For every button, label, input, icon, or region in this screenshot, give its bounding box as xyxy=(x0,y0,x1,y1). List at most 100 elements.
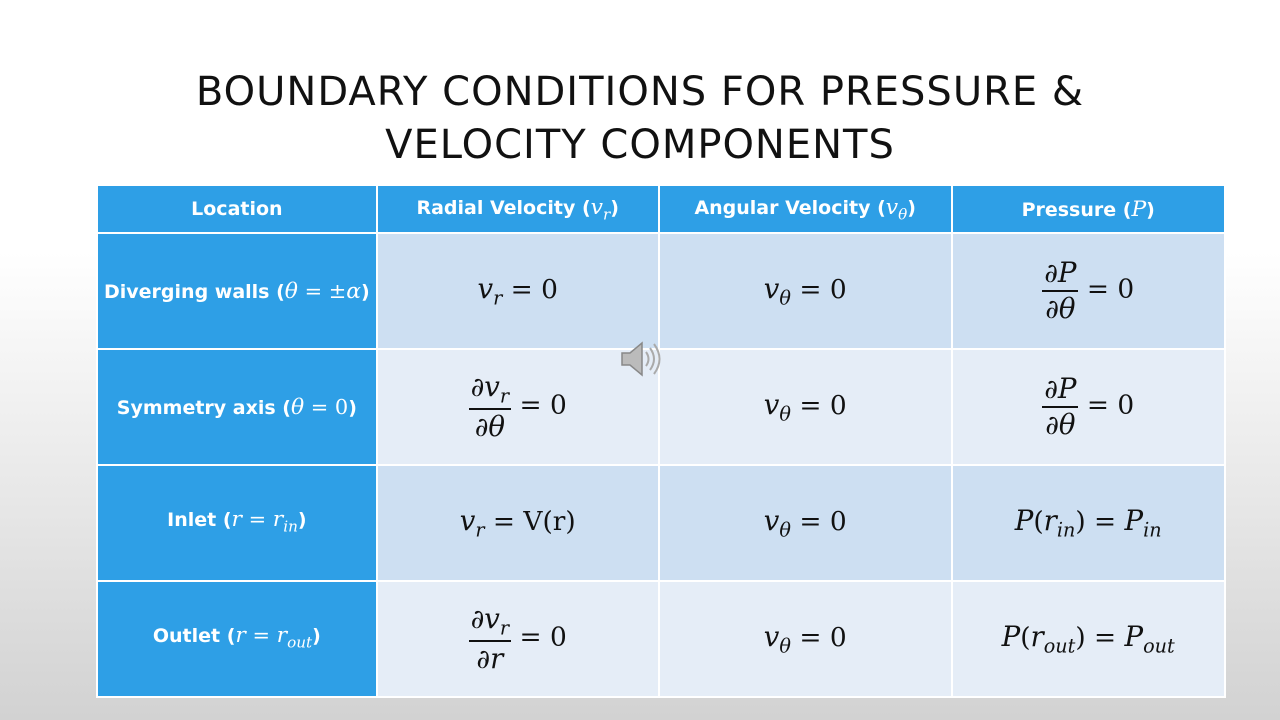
math-math: P xyxy=(1131,196,1147,222)
text: ) xyxy=(297,509,307,532)
text: ) xyxy=(361,280,370,303)
text: Radial Velocity ( xyxy=(416,196,591,219)
text: Location xyxy=(191,198,283,220)
math-math: θ xyxy=(284,278,298,304)
condition-cell: vr = V(r) xyxy=(375,464,660,582)
math-sub: in xyxy=(283,517,298,536)
header-cell: Location xyxy=(96,184,378,234)
math-math: r xyxy=(235,623,246,649)
text: Symmetry axis ( xyxy=(116,396,291,419)
denominator: ∂r xyxy=(469,642,511,676)
denominator: ∂θ xyxy=(1042,292,1078,326)
text: Diverging walls ( xyxy=(104,280,285,303)
math-math: P xyxy=(1001,620,1021,654)
math-math: v xyxy=(763,272,780,306)
math-math: P xyxy=(1057,256,1077,290)
header-row: Location Radial Velocity (vr) Angular Velo… xyxy=(96,184,1226,234)
math-op: = 0 xyxy=(502,274,558,306)
math-op: = 0 xyxy=(304,394,349,419)
math-op: ∂ xyxy=(470,604,485,636)
table-row: Outlet (r = rout) ∂vr ∂r = 0 vθ = 0 P(rout) … xyxy=(96,580,1226,698)
math-math: v xyxy=(484,602,500,636)
math-sub: r xyxy=(602,205,611,224)
text: ) xyxy=(1146,198,1155,221)
math-sub: out xyxy=(1143,634,1175,658)
math-op: ∂ xyxy=(1045,410,1059,441)
math-math: θ xyxy=(488,410,505,444)
text: Pressure ( xyxy=(1021,198,1132,221)
math-op: = xyxy=(245,623,277,648)
numerator: ∂P xyxy=(1042,372,1079,408)
header-cell: Angular Velocity (vθ) xyxy=(657,184,953,234)
math-op: ( xyxy=(1020,622,1031,654)
math-math: r xyxy=(231,507,242,533)
math-op: = 0 xyxy=(1078,390,1135,421)
math-math: θ xyxy=(1058,408,1076,441)
math-op: = 0 xyxy=(790,622,847,654)
text: ) xyxy=(348,396,357,419)
text: ) xyxy=(610,196,619,219)
math-op: = V(r) xyxy=(484,506,576,538)
math-math: v xyxy=(763,388,780,422)
math-math: P xyxy=(1124,504,1144,538)
math-math: θ xyxy=(1058,292,1076,325)
math-math: θ xyxy=(290,394,305,420)
math-op: = 0 xyxy=(511,622,567,653)
fraction: ∂vr ∂r xyxy=(468,602,512,676)
condition-cell: ∂vr ∂θ = 0 xyxy=(375,348,660,466)
math-sub: in xyxy=(1143,518,1162,542)
numerator: ∂P xyxy=(1042,256,1079,292)
math-op: = 0 xyxy=(790,390,847,422)
condition-cell: ∂vr ∂r = 0 xyxy=(375,580,660,698)
math-math: v xyxy=(763,504,780,538)
boundary-table: Location Radial Velocity (vr) Angular Velo… xyxy=(96,184,1226,698)
math-op: = ± xyxy=(297,278,347,303)
text: ) xyxy=(907,196,916,219)
audio-icon[interactable] xyxy=(618,338,662,380)
location-cell: Outlet (r = rout) xyxy=(96,580,378,698)
math-sub: θ xyxy=(779,286,791,310)
math-sub: r xyxy=(493,286,503,310)
math-op: ∂ xyxy=(474,412,489,444)
math-op: ∂ xyxy=(1045,294,1059,325)
condition-cell: vθ = 0 xyxy=(657,232,953,350)
math-op: = xyxy=(241,507,273,532)
math-math: v xyxy=(459,504,476,538)
fraction: ∂vr ∂θ xyxy=(468,370,512,444)
math-math: r xyxy=(490,642,504,676)
condition-cell: vθ = 0 xyxy=(657,580,953,698)
math-op: ∂ xyxy=(1044,258,1058,290)
math-sub: θ xyxy=(779,634,791,658)
text: Outlet ( xyxy=(152,625,236,648)
condition-cell: P(rout) = Pout xyxy=(950,580,1226,698)
header-cell: Radial Velocity (vr) xyxy=(375,184,660,234)
math-sub: θ xyxy=(779,402,791,426)
condition-cell: vθ = 0 xyxy=(657,348,953,466)
math-sub: r xyxy=(499,617,510,640)
text: Angular Velocity ( xyxy=(694,196,886,219)
math-math: v xyxy=(484,370,500,404)
location-cell: Diverging walls (θ = ±α) xyxy=(96,232,378,350)
math-sub: out xyxy=(287,633,313,652)
math-sub: out xyxy=(1043,634,1076,658)
math-op: ) = xyxy=(1075,506,1125,538)
math-op: ( xyxy=(1033,506,1044,538)
math-math: r xyxy=(1030,620,1044,654)
fraction: ∂P ∂θ xyxy=(1042,256,1079,326)
math-op: ∂ xyxy=(476,644,491,676)
fraction: ∂P ∂θ xyxy=(1042,372,1079,441)
header-cell: Pressure (P) xyxy=(950,184,1226,234)
math-sub: in xyxy=(1056,518,1076,542)
condition-cell: vθ = 0 xyxy=(657,464,953,582)
table-row: Symmetry axis (θ = 0) ∂vr ∂θ = 0 vθ = 0 ∂P ∂θ… xyxy=(96,348,1226,466)
math-op: = 0 xyxy=(790,506,847,538)
location-cell: Symmetry axis (θ = 0) xyxy=(96,348,378,466)
table-row: Diverging walls (θ = ±α) vr = 0 vθ = 0 ∂P ∂θ… xyxy=(96,232,1226,350)
location-cell: Inlet (r = rin) xyxy=(96,464,378,582)
condition-cell: ∂P ∂θ = 0 xyxy=(950,348,1226,466)
numerator: ∂vr xyxy=(468,602,512,643)
math-sub: θ xyxy=(779,518,791,542)
condition-cell: vr = 0 xyxy=(375,232,660,350)
denominator: ∂θ xyxy=(469,410,511,444)
